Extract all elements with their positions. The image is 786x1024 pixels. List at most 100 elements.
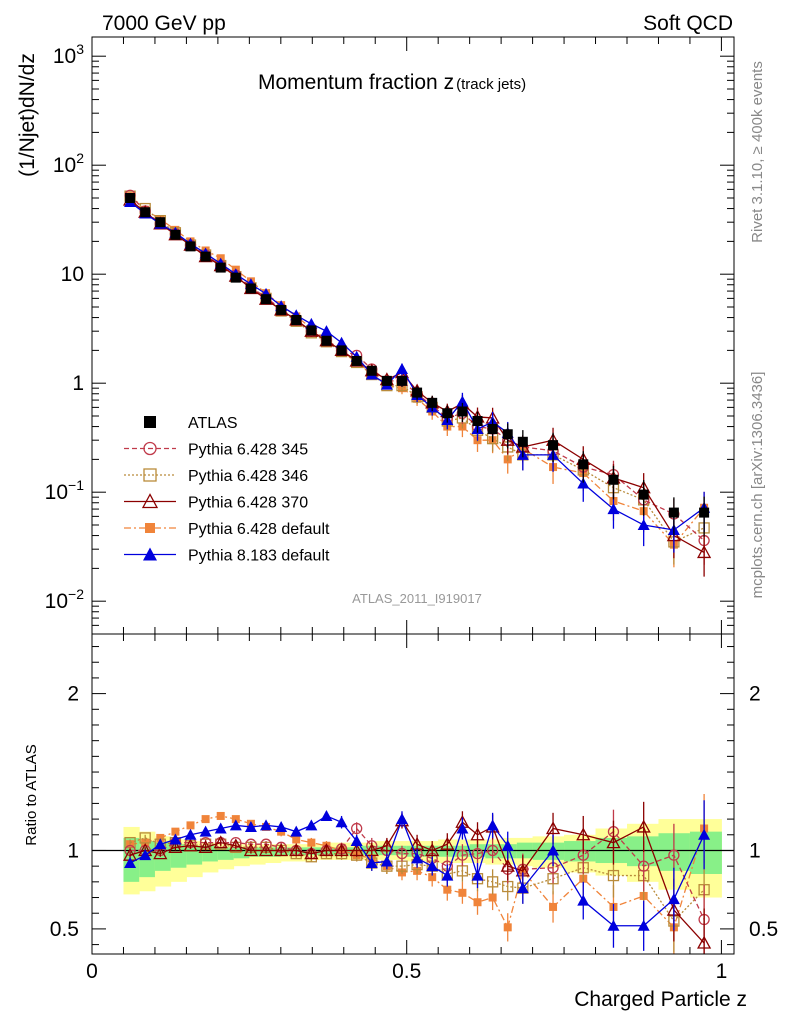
data-point [144,416,156,428]
data-point [668,507,679,518]
legend-label: Pythia 6.428 346 [188,468,308,485]
data-point [155,217,166,228]
data-point [442,408,453,419]
data-point [153,846,168,860]
series-line [130,815,705,930]
data-point [214,822,227,834]
data-point [501,839,514,851]
rivet-info: Rivet 3.1.10, ≥ 400k events [749,61,766,243]
data-point [381,375,392,386]
data-point [668,849,680,861]
data-point [200,251,211,262]
data-point [185,241,196,252]
data-point [229,819,242,831]
data-point [395,813,408,825]
data-point [228,838,243,852]
data-point [321,335,332,346]
data-point [145,523,155,533]
data-point [140,207,151,218]
data-point [334,843,349,857]
data-point [396,847,408,860]
data-point [139,832,151,844]
data-point [139,849,152,861]
data-point [548,440,559,451]
data-point [275,820,288,832]
data-point [396,375,407,386]
legend-label: Pythia 6.428 370 [188,495,308,512]
data-point [637,919,650,931]
data-point [350,835,363,847]
data-point [143,441,157,456]
data-point [261,294,272,305]
y-tick-label: 1 [72,372,84,395]
data-point [292,835,301,844]
data-point [201,815,210,824]
data-point [243,843,259,857]
data-point [379,838,394,852]
data-point [470,827,485,841]
data-point [426,860,439,872]
ratio-y-tick-label-left: 2 [67,683,79,706]
data-point [320,809,333,821]
data-point [638,860,650,872]
data-point [290,825,303,837]
data-point [336,345,347,356]
data-point [698,828,711,840]
data-point [456,395,469,407]
legend-item-p346: Pythia 6.428 346 [124,468,308,485]
data-point [697,935,712,949]
green-band-bin [249,847,266,857]
data-point [472,415,483,426]
data-point [168,839,183,853]
data-point [428,873,437,882]
data-point [440,836,455,850]
data-point [305,819,318,831]
ratio-y-tick-label-left: 0.5 [50,918,79,941]
data-point [351,355,362,366]
ratio-panel-ticks: 0.5 0.5 1 1 2 2 0 0.5 1 [50,634,778,983]
main-y-axis-label: (1/Njet)dN/dz [16,53,39,177]
data-point [351,822,363,835]
green-band-bin [438,845,455,857]
data-point [276,304,287,315]
y-tick-label: 10−1 [45,477,85,504]
data-point [547,844,560,856]
data-point [335,816,348,828]
data-point [186,821,195,830]
data-point [549,902,558,911]
green-band-bin [265,847,282,857]
data-point [365,857,378,869]
data-point [335,336,348,348]
data-point [486,876,499,888]
analysis-id: ATLAS_2011_I919017 [352,591,482,606]
data-point [578,459,589,470]
data-point [260,819,273,831]
series-line [129,195,705,546]
data-point [488,893,497,902]
data-point [258,843,274,857]
data-point [441,869,454,881]
data-point [143,547,157,561]
data-point [458,888,467,897]
data-point [143,468,157,482]
ratio-panel-series [122,794,712,954]
data-point [412,387,423,398]
data-point [425,843,440,857]
data-point [486,819,499,831]
legend-item-p370: Pythia 6.428 370 [124,493,308,512]
data-point [199,825,212,837]
green-band-bin [280,847,298,856]
mcplots-info: mcplots.cern.ch [arXiv:1306.3436] [749,372,766,599]
x-tick-label: 0 [86,960,98,983]
data-point [380,855,393,867]
data-point [443,885,452,894]
ratio-y-tick-label-right: 0.5 [749,918,778,941]
legend-label: ATLAS [188,415,238,432]
data-point [274,843,289,857]
data-point [667,893,680,905]
main-title: Momentum fraction z (track jets) [258,71,526,94]
data-point [576,827,591,841]
data-point [183,838,198,852]
data-point [349,843,364,857]
